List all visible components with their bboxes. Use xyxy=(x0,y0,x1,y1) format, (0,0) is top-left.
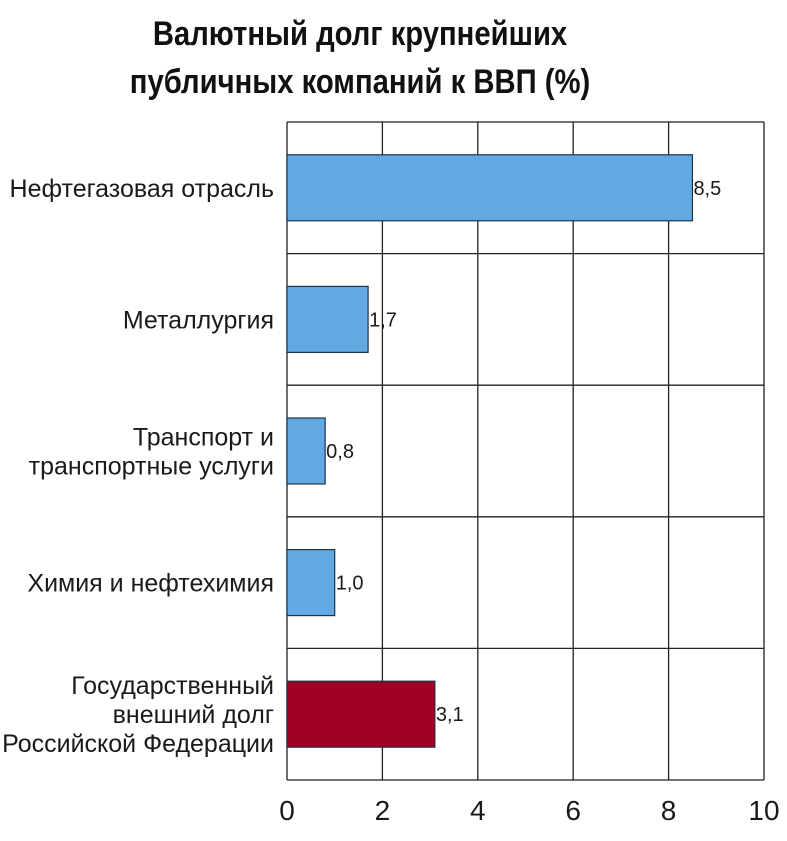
x-tick-label: 6 xyxy=(565,795,581,826)
data-label: 1,7 xyxy=(369,309,397,331)
x-axis-ticks: 0 2 4 6 8 10 xyxy=(279,795,779,826)
x-tick-label: 10 xyxy=(748,795,779,826)
data-label: 1,0 xyxy=(336,573,364,595)
value-labels: 8,5 1,7 0,8 1,0 3,1 xyxy=(326,178,721,726)
category-label: Государственный внешний долг Российской Фе… xyxy=(2,672,274,758)
grid xyxy=(286,121,765,781)
category-label: Металлургия xyxy=(123,306,274,334)
category-label-line: Металлургия xyxy=(123,306,274,334)
x-tick-label: 8 xyxy=(661,795,677,826)
bar xyxy=(286,548,336,617)
x-tick-label: 2 xyxy=(375,795,391,826)
category-label-line: Химия и нефтехимия xyxy=(27,570,274,598)
bar xyxy=(286,285,369,353)
chart-title-line: публичных компаний к ВВП (%) xyxy=(129,63,591,101)
data-label: 8,5 xyxy=(693,178,721,200)
category-labels: Нефтегазовая отрасль Металлургия Транспорт… xyxy=(2,175,274,758)
category-label-line: транспортные услуги xyxy=(29,453,274,481)
data-label: 3,1 xyxy=(436,704,464,726)
category-label-line: Нефтегазовая отрасль xyxy=(10,175,274,203)
category-label: Нефтегазовая отрасль xyxy=(10,175,274,203)
category-label-line: внешний долг xyxy=(113,701,274,729)
x-tick-label: 0 xyxy=(279,795,295,826)
chart-title-line: Валютный долг крупнейших xyxy=(152,15,568,53)
bar xyxy=(286,417,326,485)
data-label: 0,8 xyxy=(326,441,354,463)
x-tick-label: 4 xyxy=(470,795,486,826)
category-label-line: Российской Федерации xyxy=(2,730,274,758)
category-label-line: Транспорт и xyxy=(133,424,274,452)
chart-title: Валютный долг крупнейших публичных компа… xyxy=(102,10,618,106)
category-label: Транспорт и транспортные услуги xyxy=(29,424,274,481)
bar xyxy=(286,680,436,748)
bars xyxy=(286,154,694,748)
bar xyxy=(286,154,694,222)
category-label-line: Государственный xyxy=(71,672,274,700)
category-label: Химия и нефтехимия xyxy=(27,570,274,598)
